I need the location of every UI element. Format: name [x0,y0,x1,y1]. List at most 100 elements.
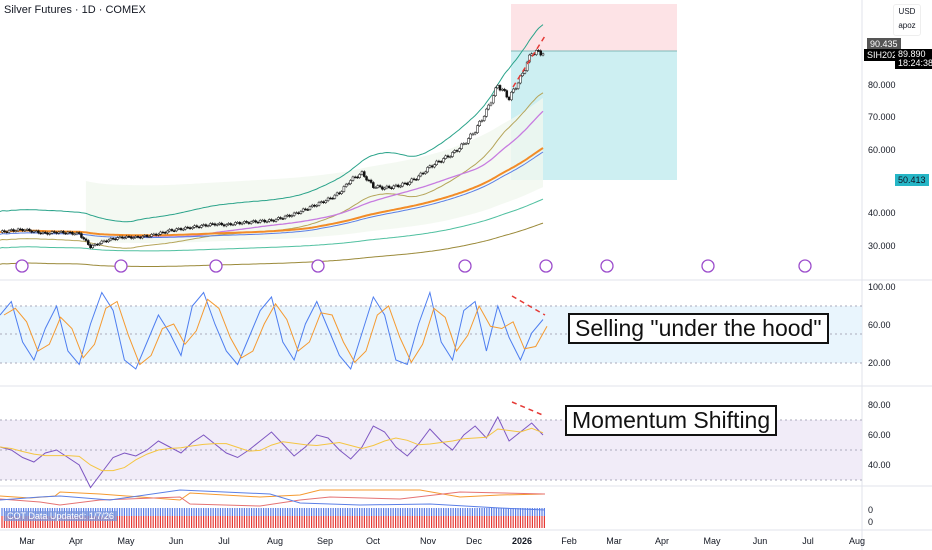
candle [177,228,180,230]
time-axis-label: Jul [802,536,814,546]
candle [159,231,162,235]
candle [408,181,411,185]
candle [252,220,255,223]
candle [80,233,83,238]
candle [41,231,45,234]
candle [166,230,169,234]
lower-envelope-2 [0,222,544,267]
candle [82,237,85,240]
candle [19,228,22,231]
candle [118,236,122,239]
candle [225,224,228,227]
candle [356,176,359,179]
candle [507,96,511,101]
candle [501,88,504,91]
candle [12,229,15,232]
candle [439,161,443,163]
candle [46,232,49,235]
candle [326,197,330,202]
candle [349,180,352,185]
candle [53,231,56,233]
candle [163,232,167,234]
candle [329,197,332,200]
candle [342,186,346,192]
currency-selector[interactable]: USD apoz [893,4,921,36]
candle [277,217,280,220]
candle [247,222,251,224]
candle [510,91,513,101]
candle [503,88,506,91]
time-axis-label: May [703,536,721,546]
cot-tick: 0 [868,517,874,527]
candle [249,221,253,224]
annotation-momentum[interactable]: Momentum Shifting [565,405,778,436]
candle [222,224,226,227]
time-axis-label: Aug [848,536,866,546]
cot-label: COT Data Updated: 1/7/26 [4,511,117,521]
candle [73,233,76,236]
candle [412,178,416,181]
candle [525,61,529,71]
time-axis-label: Nov [419,536,437,546]
candle [132,237,135,239]
stoch-k-line [0,290,544,371]
candle [202,224,205,226]
candle [55,232,58,234]
candle [89,244,92,249]
candle [3,230,6,233]
flash-event-icon [539,259,553,273]
candle [243,221,246,224]
candle [338,192,341,195]
candle [304,208,307,211]
candle [469,133,472,139]
candle [57,231,61,234]
annotation-selling[interactable]: Selling "under the hood" [568,313,829,344]
candle [175,228,178,232]
last-price-tag: 89.890 18:24:38 [895,49,932,69]
candle [127,235,131,238]
candle [403,182,407,185]
candle [310,204,314,207]
candle [410,178,414,183]
ma-100-alt [0,151,544,239]
candle [301,208,305,212]
candle [376,185,380,188]
candle [322,201,325,203]
candle [430,165,434,168]
candle [86,240,90,245]
candle [534,50,538,55]
high-price-tag: 90.435 [867,38,901,50]
candle [32,230,36,233]
candle [383,187,386,190]
candle [286,214,289,217]
candle [71,232,74,235]
candle [136,236,140,238]
candle [274,219,278,222]
candle [505,90,509,98]
last-price: 89.890 [898,49,926,59]
candle [229,223,233,226]
time-axis-label: Dec [465,536,483,546]
time-axis-label: Jul [218,536,230,546]
candle [428,165,432,168]
candle [539,50,542,56]
divergence-line-rsi [511,401,546,417]
candle [258,219,262,223]
candle [227,223,230,225]
candle [476,125,479,133]
candle [498,85,502,91]
dividend-event-icon [600,259,614,273]
candle [114,238,117,241]
candle [537,50,540,52]
candle [161,231,165,234]
time-axis-label: Feb [561,536,577,546]
candle [75,232,79,235]
candle [77,232,81,234]
candle [209,223,212,226]
candle [172,230,176,232]
candle [482,116,486,121]
candle [292,212,296,216]
dividend-event-icon [209,259,223,273]
